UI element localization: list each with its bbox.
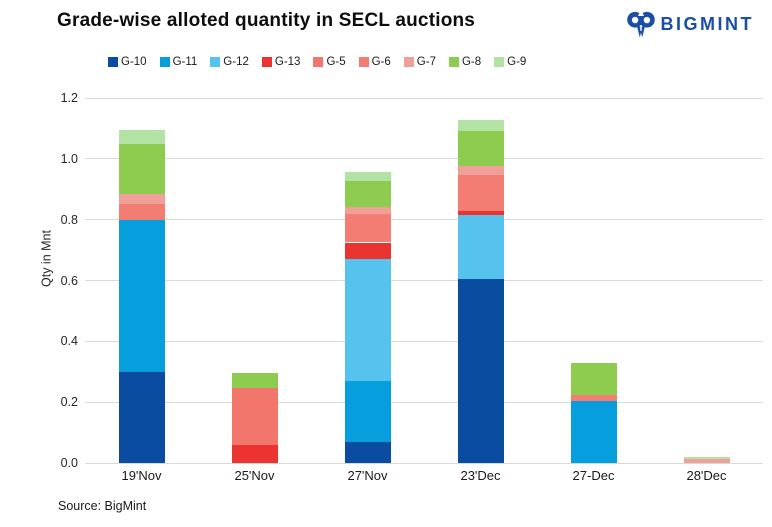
bar-segment-G-11 — [570, 400, 617, 463]
legend-item-G-13: G-13 — [261, 56, 301, 68]
y-tick-label: 0.0 — [60, 456, 78, 470]
legend-swatch-G-7 — [403, 57, 414, 67]
legend-item-G-6: G-6 — [358, 56, 391, 68]
x-tick-label: 28'Dec — [686, 468, 727, 483]
gridline — [85, 158, 763, 160]
gridline — [85, 340, 763, 342]
legend-label-G-7: G-7 — [416, 56, 436, 68]
brand-logo: BIGMINT — [626, 8, 755, 40]
bar-segment-G-10 — [118, 371, 165, 463]
chart-title: Grade-wise alloted quantity in SECL auct… — [57, 10, 476, 31]
y-tick-label: 1.0 — [60, 151, 78, 166]
legend-label-G-9: G-9 — [507, 56, 527, 68]
legend-item-G-10: G-10 — [108, 56, 147, 68]
legend-label-G-8: G-8 — [461, 56, 482, 68]
bar-group — [457, 119, 504, 463]
bar-group — [683, 456, 730, 463]
bar-segment-G-8 — [570, 363, 617, 396]
source-note: Source: BigMint — [58, 499, 147, 513]
chart-legend: G-10 G-11 G-12 G-13 G-5 G-6 G-7 G-8 G-9 — [108, 56, 526, 68]
gridline — [85, 401, 763, 403]
bar-segment-G-13 — [231, 444, 278, 463]
legend-label-G-6: G-6 — [371, 56, 391, 68]
bigmint-logo-text: BIGMINT — [660, 13, 754, 34]
y-tick-label: 0.8 — [60, 212, 78, 227]
legend-item-G-11: G-11 — [159, 56, 198, 68]
bar-segment-G-12 — [344, 259, 391, 381]
bar-group — [118, 129, 165, 463]
legend-swatch-G-8 — [448, 57, 459, 67]
bar-segment-G-7 — [457, 166, 504, 175]
x-axis-labels: 19'Nov 25'Nov 27'Nov 23'Dec 27-Dec 28'Dec — [85, 468, 763, 488]
bar-segment-G-8 — [344, 181, 391, 207]
bar-segment-G-8 — [231, 373, 278, 389]
bar-segment-G-6 — [457, 174, 504, 211]
bar-segment-G-10 — [344, 441, 391, 463]
bar-segment-G-6 — [118, 204, 165, 220]
bar-segment-G-7 — [344, 206, 391, 214]
bar-segment-G-11 — [118, 219, 165, 372]
gridline — [85, 219, 763, 221]
legend-swatch-G-12 — [210, 57, 221, 67]
y-tick-label: 0.2 — [60, 395, 78, 410]
legend-label-G-10: G-10 — [121, 56, 147, 68]
legend-swatch-G-9 — [494, 57, 505, 67]
bar-segment-G-9 — [683, 456, 730, 460]
bar-segment-G-6 — [570, 395, 617, 401]
y-axis-ticks: 0.0 0.2 0.4 0.6 0.8 1.0 1.2 — [38, 91, 78, 470]
x-tick-label: 27-Dec — [572, 468, 615, 483]
bar-group — [231, 373, 278, 463]
legend-label-G-11: G-11 — [172, 56, 198, 68]
legend-item-G-9: G-9 — [494, 56, 526, 68]
y-tick-label: 0.4 — [60, 334, 78, 349]
y-tick-label: 1.2 — [60, 91, 78, 105]
y-tick-label: 0.6 — [60, 273, 78, 288]
bar-segment-G-10 — [457, 278, 504, 463]
legend-swatch-G-5 — [313, 57, 324, 67]
x-tick-label: 27'Nov — [347, 468, 388, 483]
x-tick-label: 19'Nov — [121, 468, 162, 483]
bar-segment-G-9 — [457, 119, 504, 132]
bar-segment-G-9 — [118, 129, 165, 144]
bar-group — [570, 363, 617, 463]
legend-item-G-8: G-8 — [448, 56, 482, 68]
bar-segment-G-8 — [457, 131, 504, 167]
legend-label-G-13: G-13 — [274, 56, 301, 68]
legend-label-G-12: G-12 — [223, 56, 249, 68]
legend-item-G-7: G-7 — [403, 56, 436, 68]
gridline — [85, 97, 763, 99]
legend-item-G-5: G-5 — [313, 56, 346, 68]
bar-segment-G-12 — [457, 215, 504, 279]
bigmint-logo-icon — [626, 8, 656, 40]
plot-area — [85, 97, 763, 464]
gridline — [85, 280, 763, 281]
bar-segment-G-6 — [344, 213, 391, 243]
x-tick-label: 25'Nov — [234, 468, 275, 483]
bar-segment-G-7 — [683, 459, 730, 463]
legend-swatch-G-11 — [159, 57, 170, 67]
gridline — [85, 462, 763, 464]
bar-segment-G-11 — [344, 380, 391, 442]
bar-segment-G-13 — [344, 242, 391, 260]
x-tick-label: 23'Dec — [460, 468, 501, 483]
bar-segment-G-5 — [231, 388, 278, 445]
y-axis-title: Qty in Mnt — [39, 230, 54, 287]
bar-segment-G-13 — [457, 210, 504, 216]
bar-group — [344, 172, 391, 463]
legend-swatch-G-13 — [261, 57, 272, 67]
bar-segment-G-7 — [118, 193, 165, 205]
bar-segment-G-8 — [118, 143, 165, 194]
bar-segment-G-9 — [344, 172, 391, 182]
legend-swatch-G-6 — [358, 57, 369, 67]
legend-item-G-12: G-12 — [210, 56, 249, 68]
legend-swatch-G-10 — [108, 57, 118, 67]
legend-label-G-5: G-5 — [326, 56, 346, 68]
